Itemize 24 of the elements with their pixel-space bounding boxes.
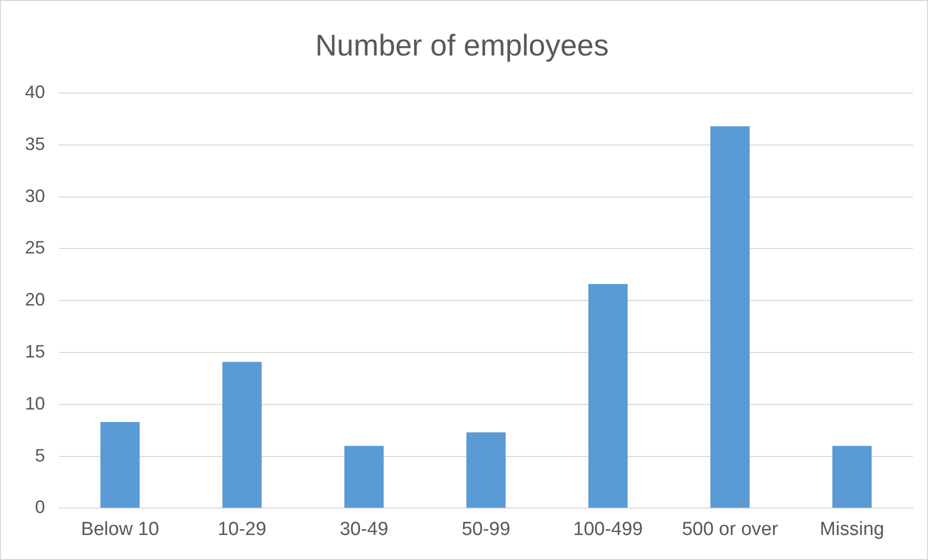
y-tick-label: 15	[24, 341, 46, 362]
y-tick-label: 30	[24, 186, 46, 206]
x-tick-label: Below 10	[80, 518, 160, 540]
y-tick-label: 10	[24, 393, 46, 414]
bar	[710, 126, 750, 508]
bar	[222, 362, 262, 508]
y-tick-label: 5	[35, 445, 46, 466]
chart-title: Number of employees	[315, 29, 609, 62]
bar	[344, 446, 384, 508]
y-tick-label: 35	[24, 134, 46, 154]
y-tick-label: 40	[24, 82, 46, 102]
x-tick-label: Missing	[820, 518, 884, 540]
x-tick-label: 500 or over	[682, 518, 779, 540]
x-tick-label: 10-29	[218, 518, 266, 540]
y-tick-label: 25	[24, 238, 46, 258]
bar	[100, 422, 140, 508]
x-tick-label: 50-99	[462, 518, 510, 540]
y-tick-label: 20	[24, 290, 46, 310]
y-tick-label: 0	[35, 497, 46, 518]
bar	[466, 432, 506, 508]
bar	[588, 284, 628, 508]
x-tick-label: 100-499	[573, 518, 643, 540]
x-tick-label: 30-49	[340, 518, 388, 540]
bar	[832, 446, 872, 508]
